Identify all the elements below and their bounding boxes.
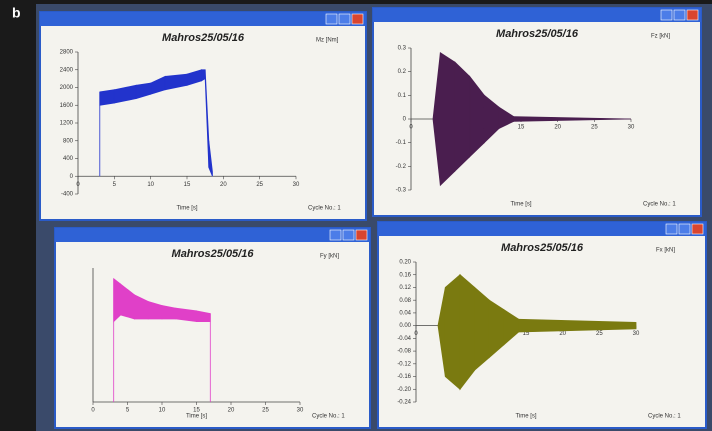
- x-tick-label: 20: [228, 408, 235, 414]
- minimize-button[interactable]: [326, 14, 337, 24]
- y-tick-label: 0.12: [399, 285, 411, 291]
- close-button[interactable]: [356, 230, 367, 240]
- unit-label: Mz [Nm]: [316, 38, 339, 44]
- page: {"label": "b", "windows": [ {"heading": …: [0, 0, 712, 431]
- y-tick-label: 0.1: [398, 93, 407, 99]
- y-tick-label: 0.04: [399, 310, 411, 316]
- unit-label: Fz [kN]: [651, 34, 670, 40]
- close-button[interactable]: [687, 10, 698, 20]
- cycle-label: Cycle No.: 1: [643, 202, 676, 208]
- cycle-label: Cycle No.: 1: [648, 414, 681, 420]
- x-tick-label: 15: [184, 182, 191, 188]
- y-tick-label: 2800: [60, 50, 74, 56]
- minimize-button[interactable]: [330, 230, 341, 240]
- cycle-label: Cycle No.: 1: [312, 414, 345, 420]
- y-tick-label: 0.3: [398, 46, 407, 52]
- y-tick-label: -0.16: [397, 374, 411, 380]
- unit-label: Fx [kN]: [656, 248, 675, 254]
- maximize-button[interactable]: [343, 230, 354, 240]
- x-axis-label: Time [s]: [186, 414, 207, 420]
- x-tick-label: 30: [297, 408, 304, 414]
- signal-band: [100, 90, 115, 106]
- x-axis-label: Time [s]: [515, 414, 536, 420]
- y-tick-label: 2000: [60, 85, 74, 91]
- signal-band: [460, 275, 475, 390]
- y-tick-label: -0.04: [397, 336, 411, 342]
- y-tick-label: -0.3: [396, 188, 407, 194]
- close-button[interactable]: [692, 224, 703, 234]
- y-tick-label: 0.00: [399, 323, 411, 329]
- maximize-button[interactable]: [679, 224, 690, 234]
- x-tick-label: 30: [628, 125, 635, 131]
- chart-heading: Mahros25/05/16: [162, 32, 245, 44]
- y-tick-label: 1600: [60, 103, 74, 109]
- cycle-label: Cycle No.: 1: [308, 206, 341, 212]
- signal-band: [475, 287, 490, 370]
- x-tick-label: 15: [518, 125, 525, 131]
- y-tick-label: 0.16: [399, 272, 411, 278]
- y-tick-label: -0.1: [396, 140, 407, 146]
- y-tick-label: -0.20: [397, 387, 411, 393]
- x-tick-label: 25: [256, 182, 263, 188]
- signal-band: [445, 275, 460, 390]
- title-bar: [378, 222, 706, 236]
- signal-band: [176, 308, 197, 321]
- x-tick-label: 10: [159, 408, 166, 414]
- signal-band: [114, 279, 121, 322]
- y-tick-label: -400: [61, 192, 74, 198]
- x-tick-label: 20: [559, 331, 566, 337]
- title-bar: [55, 228, 370, 242]
- y-tick-label: 800: [63, 138, 74, 144]
- title-bar: [373, 8, 701, 22]
- chart-heading: Mahros25/05/16: [501, 242, 584, 254]
- x-tick-label: 25: [262, 408, 269, 414]
- unit-label: Fy [kN]: [320, 254, 339, 260]
- y-tick-label: 1200: [60, 121, 74, 127]
- y-tick-label: -0.24: [397, 400, 411, 406]
- y-tick-label: 2400: [60, 67, 74, 73]
- x-tick-label: 25: [591, 125, 598, 131]
- signal-band: [455, 62, 470, 171]
- y-tick-label: 0.20: [399, 260, 411, 266]
- title-bar: [40, 12, 366, 26]
- signal-band: [440, 53, 455, 186]
- x-axis-label: Time [s]: [176, 206, 197, 212]
- x-axis-label: Time [s]: [510, 202, 531, 208]
- x-tick-label: 30: [633, 331, 640, 337]
- chart-heading: Mahros25/05/16: [172, 248, 255, 260]
- panel-label: b: [12, 5, 21, 21]
- screen-photo: b Mahros25/05/16 Mz [Nm] 2800 2400 2000 1600 1…: [0, 0, 712, 431]
- maximize-button[interactable]: [674, 10, 685, 20]
- y-tick-label: -0.08: [397, 349, 411, 355]
- y-tick-label: 0.08: [399, 298, 411, 304]
- signal-band: [202, 70, 206, 81]
- x-tick-label: 10: [147, 182, 154, 188]
- minimize-button[interactable]: [666, 224, 677, 234]
- y-tick-label: -0.12: [397, 361, 411, 367]
- chart-heading: Mahros25/05/16: [496, 28, 579, 40]
- minimize-button[interactable]: [661, 10, 672, 20]
- x-tick-label: 30: [293, 182, 300, 188]
- close-button[interactable]: [352, 14, 363, 24]
- x-tick-label: 20: [220, 182, 227, 188]
- signal-band: [162, 306, 176, 319]
- y-tick-label: 400: [63, 156, 74, 162]
- x-tick-label: 20: [554, 125, 561, 131]
- x-tick-label: 25: [596, 331, 603, 337]
- y-tick-label: 0.2: [398, 69, 407, 75]
- y-tick-label: -0.2: [396, 164, 407, 170]
- maximize-button[interactable]: [339, 14, 350, 24]
